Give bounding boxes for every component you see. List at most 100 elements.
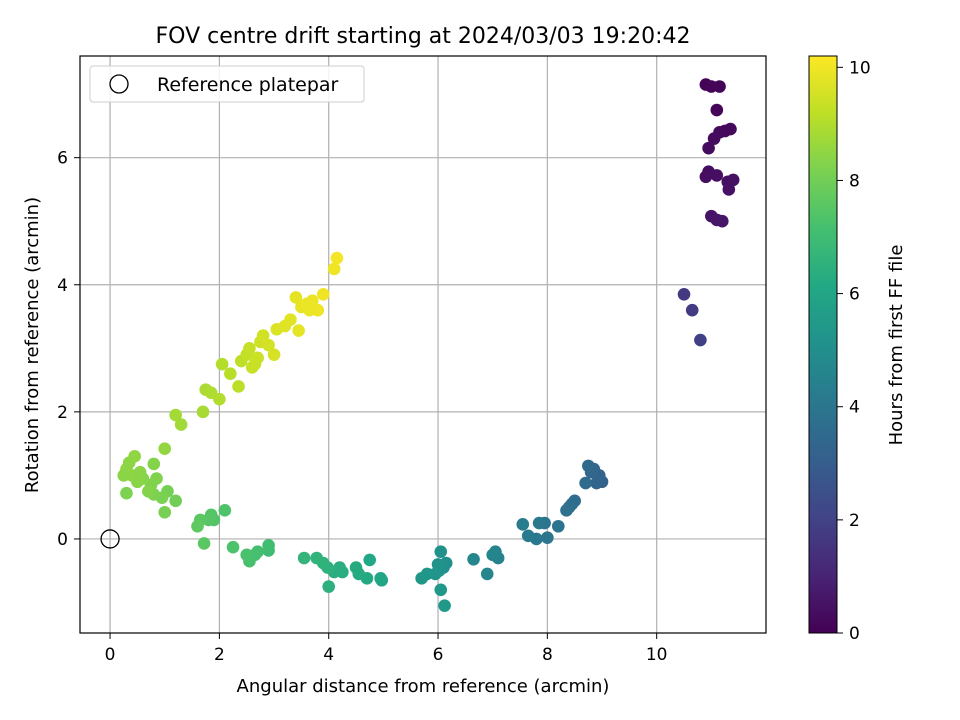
data-point — [158, 505, 172, 519]
x-tick-label: 10 — [646, 645, 668, 665]
data-point — [224, 367, 237, 381]
data-point — [196, 405, 210, 419]
data-point — [521, 529, 535, 543]
data-point — [142, 484, 155, 498]
data-point — [532, 516, 546, 530]
data-point — [722, 183, 736, 196]
x-tick-label: 4 — [323, 645, 334, 665]
data-point — [710, 169, 724, 182]
data-point — [226, 540, 240, 554]
data-point — [699, 170, 713, 184]
data-point — [197, 537, 211, 550]
y-tick-label: 0 — [57, 530, 68, 550]
data-point — [133, 465, 147, 479]
data-point — [297, 551, 311, 565]
data-point — [147, 457, 161, 471]
data-point — [169, 494, 182, 508]
data-point — [262, 338, 275, 352]
x-tick-label: 0 — [105, 645, 116, 665]
data-point — [434, 583, 448, 597]
y-tick-label: 6 — [57, 149, 68, 169]
colorbar-tick-label: 10 — [849, 58, 871, 78]
data-point — [363, 553, 377, 567]
data-point — [215, 357, 229, 371]
data-point — [486, 548, 499, 562]
legend-marker-icon — [109, 74, 129, 94]
data-point — [467, 552, 480, 566]
data-point — [327, 262, 341, 276]
data-point — [702, 141, 715, 155]
chart-title: FOV centre drift starting at 2024/03/03 … — [156, 24, 691, 49]
data-point — [292, 324, 305, 337]
y-tick-label: 2 — [57, 403, 68, 423]
data-point — [232, 380, 245, 393]
data-point — [322, 580, 336, 593]
grid-lines — [80, 56, 766, 633]
data-point — [262, 539, 275, 552]
data-point — [243, 342, 256, 355]
legend-entry: Reference platepar — [157, 74, 339, 96]
data-point — [516, 518, 530, 531]
data-point — [431, 558, 445, 571]
data-point — [218, 504, 232, 517]
y-tick-label: 4 — [57, 276, 68, 296]
data-point — [310, 551, 323, 565]
data-point — [590, 476, 603, 490]
data-point — [434, 545, 448, 558]
data-point — [284, 313, 297, 327]
data-point — [726, 173, 740, 187]
data-point — [541, 531, 554, 544]
data-point — [240, 548, 254, 562]
colorbar-tick-label: 2 — [849, 511, 860, 531]
data-point — [349, 561, 363, 574]
data-point — [117, 469, 131, 482]
x-axis-label: Angular distance from reference (arcmin) — [237, 676, 610, 697]
data-point — [551, 519, 565, 533]
x-tick-label: 8 — [542, 645, 553, 665]
data-point — [267, 348, 281, 361]
colorbar-tick-label: 4 — [849, 398, 860, 418]
data-point — [306, 294, 319, 307]
x-tick-label: 6 — [433, 645, 444, 665]
data-point — [374, 572, 387, 585]
legend: Reference platepar — [89, 65, 365, 103]
data-point — [169, 408, 182, 422]
data-points — [117, 78, 740, 612]
data-point — [707, 132, 721, 145]
data-point — [174, 418, 188, 431]
colorbar-ticks: 0 2 4 6 8 10 — [837, 58, 871, 644]
plot-frame — [79, 55, 767, 634]
data-point — [158, 442, 172, 456]
data-point — [303, 303, 316, 317]
data-point — [582, 459, 595, 473]
colorbar: 0 2 4 6 8 10 Hours from first FF file — [808, 55, 907, 644]
colorbar-tick-label: 8 — [849, 171, 860, 191]
data-point — [256, 329, 270, 342]
data-point — [213, 392, 226, 406]
colorbar-tick-label: 0 — [849, 624, 860, 644]
data-point — [480, 567, 494, 581]
colorbar-gradient — [808, 55, 838, 634]
data-point — [715, 214, 729, 228]
colorbar-label: Hours from first FF file — [886, 245, 907, 446]
data-point — [685, 303, 699, 317]
data-point — [150, 472, 163, 485]
x-axis-ticks: 0 2 4 6 8 10 — [105, 633, 668, 665]
data-point — [128, 450, 141, 463]
data-point — [710, 103, 724, 117]
data-point — [579, 476, 592, 490]
data-point — [289, 291, 303, 304]
data-point — [560, 504, 573, 517]
data-point — [713, 80, 726, 93]
data-point — [248, 357, 262, 371]
data-point — [316, 287, 330, 301]
data-point — [677, 287, 691, 301]
data-point — [438, 599, 451, 612]
reference-platepar-marker — [100, 529, 120, 549]
data-point — [191, 519, 204, 533]
data-point — [330, 251, 344, 265]
colorbar-tick-label: 6 — [849, 285, 860, 305]
y-axis-ticks: 0 2 4 6 — [57, 149, 80, 550]
data-point — [120, 486, 133, 500]
